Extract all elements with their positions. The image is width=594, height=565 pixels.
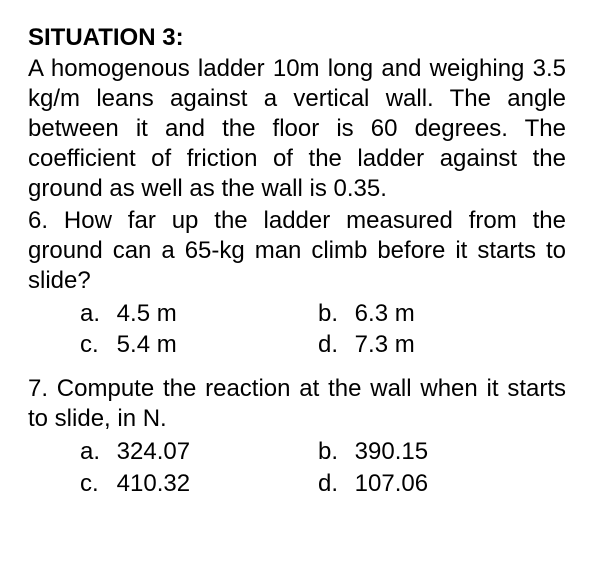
q7-option-c: c. 410.32 — [28, 468, 318, 499]
q6-option-c: c. 5.4 m — [28, 329, 318, 360]
q6-option-d: d. 7.3 m — [318, 329, 566, 360]
q6-option-c-value: 5.4 m — [117, 331, 177, 358]
q7-option-a: a. 324.07 — [28, 436, 318, 467]
q6-option-a-label: a. — [80, 298, 110, 329]
q6-options-row-2: c. 5.4 m d. 7.3 m — [28, 329, 566, 360]
q7-options-row-2: c. 410.32 d. 107.06 — [28, 468, 566, 499]
question-7: 7. Compute the reaction at the wall when… — [28, 374, 566, 434]
q6-option-b: b. 6.3 m — [318, 298, 566, 329]
question-6: 6. How far up the ladder measured from t… — [28, 206, 566, 296]
q7-option-c-value: 410.32 — [117, 470, 190, 497]
q6-option-b-value: 6.3 m — [355, 300, 415, 327]
q6-option-a-value: 4.5 m — [117, 300, 177, 327]
q6-option-d-value: 7.3 m — [355, 331, 415, 358]
q6-options-row-1: a. 4.5 m b. 6.3 m — [28, 298, 566, 329]
q7-option-a-label: a. — [80, 436, 110, 467]
q6-option-d-label: d. — [318, 329, 348, 360]
q7-option-b: b. 390.15 — [318, 436, 566, 467]
q7-option-b-value: 390.15 — [355, 438, 428, 465]
q7-option-d-value: 107.06 — [355, 470, 428, 497]
situation-title: SITUATION 3: — [28, 24, 566, 52]
q7-option-b-label: b. — [318, 436, 348, 467]
q6-option-b-label: b. — [318, 298, 348, 329]
situation-paragraph: A homogenous ladder 10m long and weighin… — [28, 54, 566, 204]
q7-option-d: d. 107.06 — [318, 468, 566, 499]
q7-option-a-value: 324.07 — [117, 438, 190, 465]
q6-option-a: a. 4.5 m — [28, 298, 318, 329]
q6-option-c-label: c. — [80, 329, 110, 360]
q7-options-row-1: a. 324.07 b. 390.15 — [28, 436, 566, 467]
q7-option-d-label: d. — [318, 468, 348, 499]
q7-option-c-label: c. — [80, 468, 110, 499]
